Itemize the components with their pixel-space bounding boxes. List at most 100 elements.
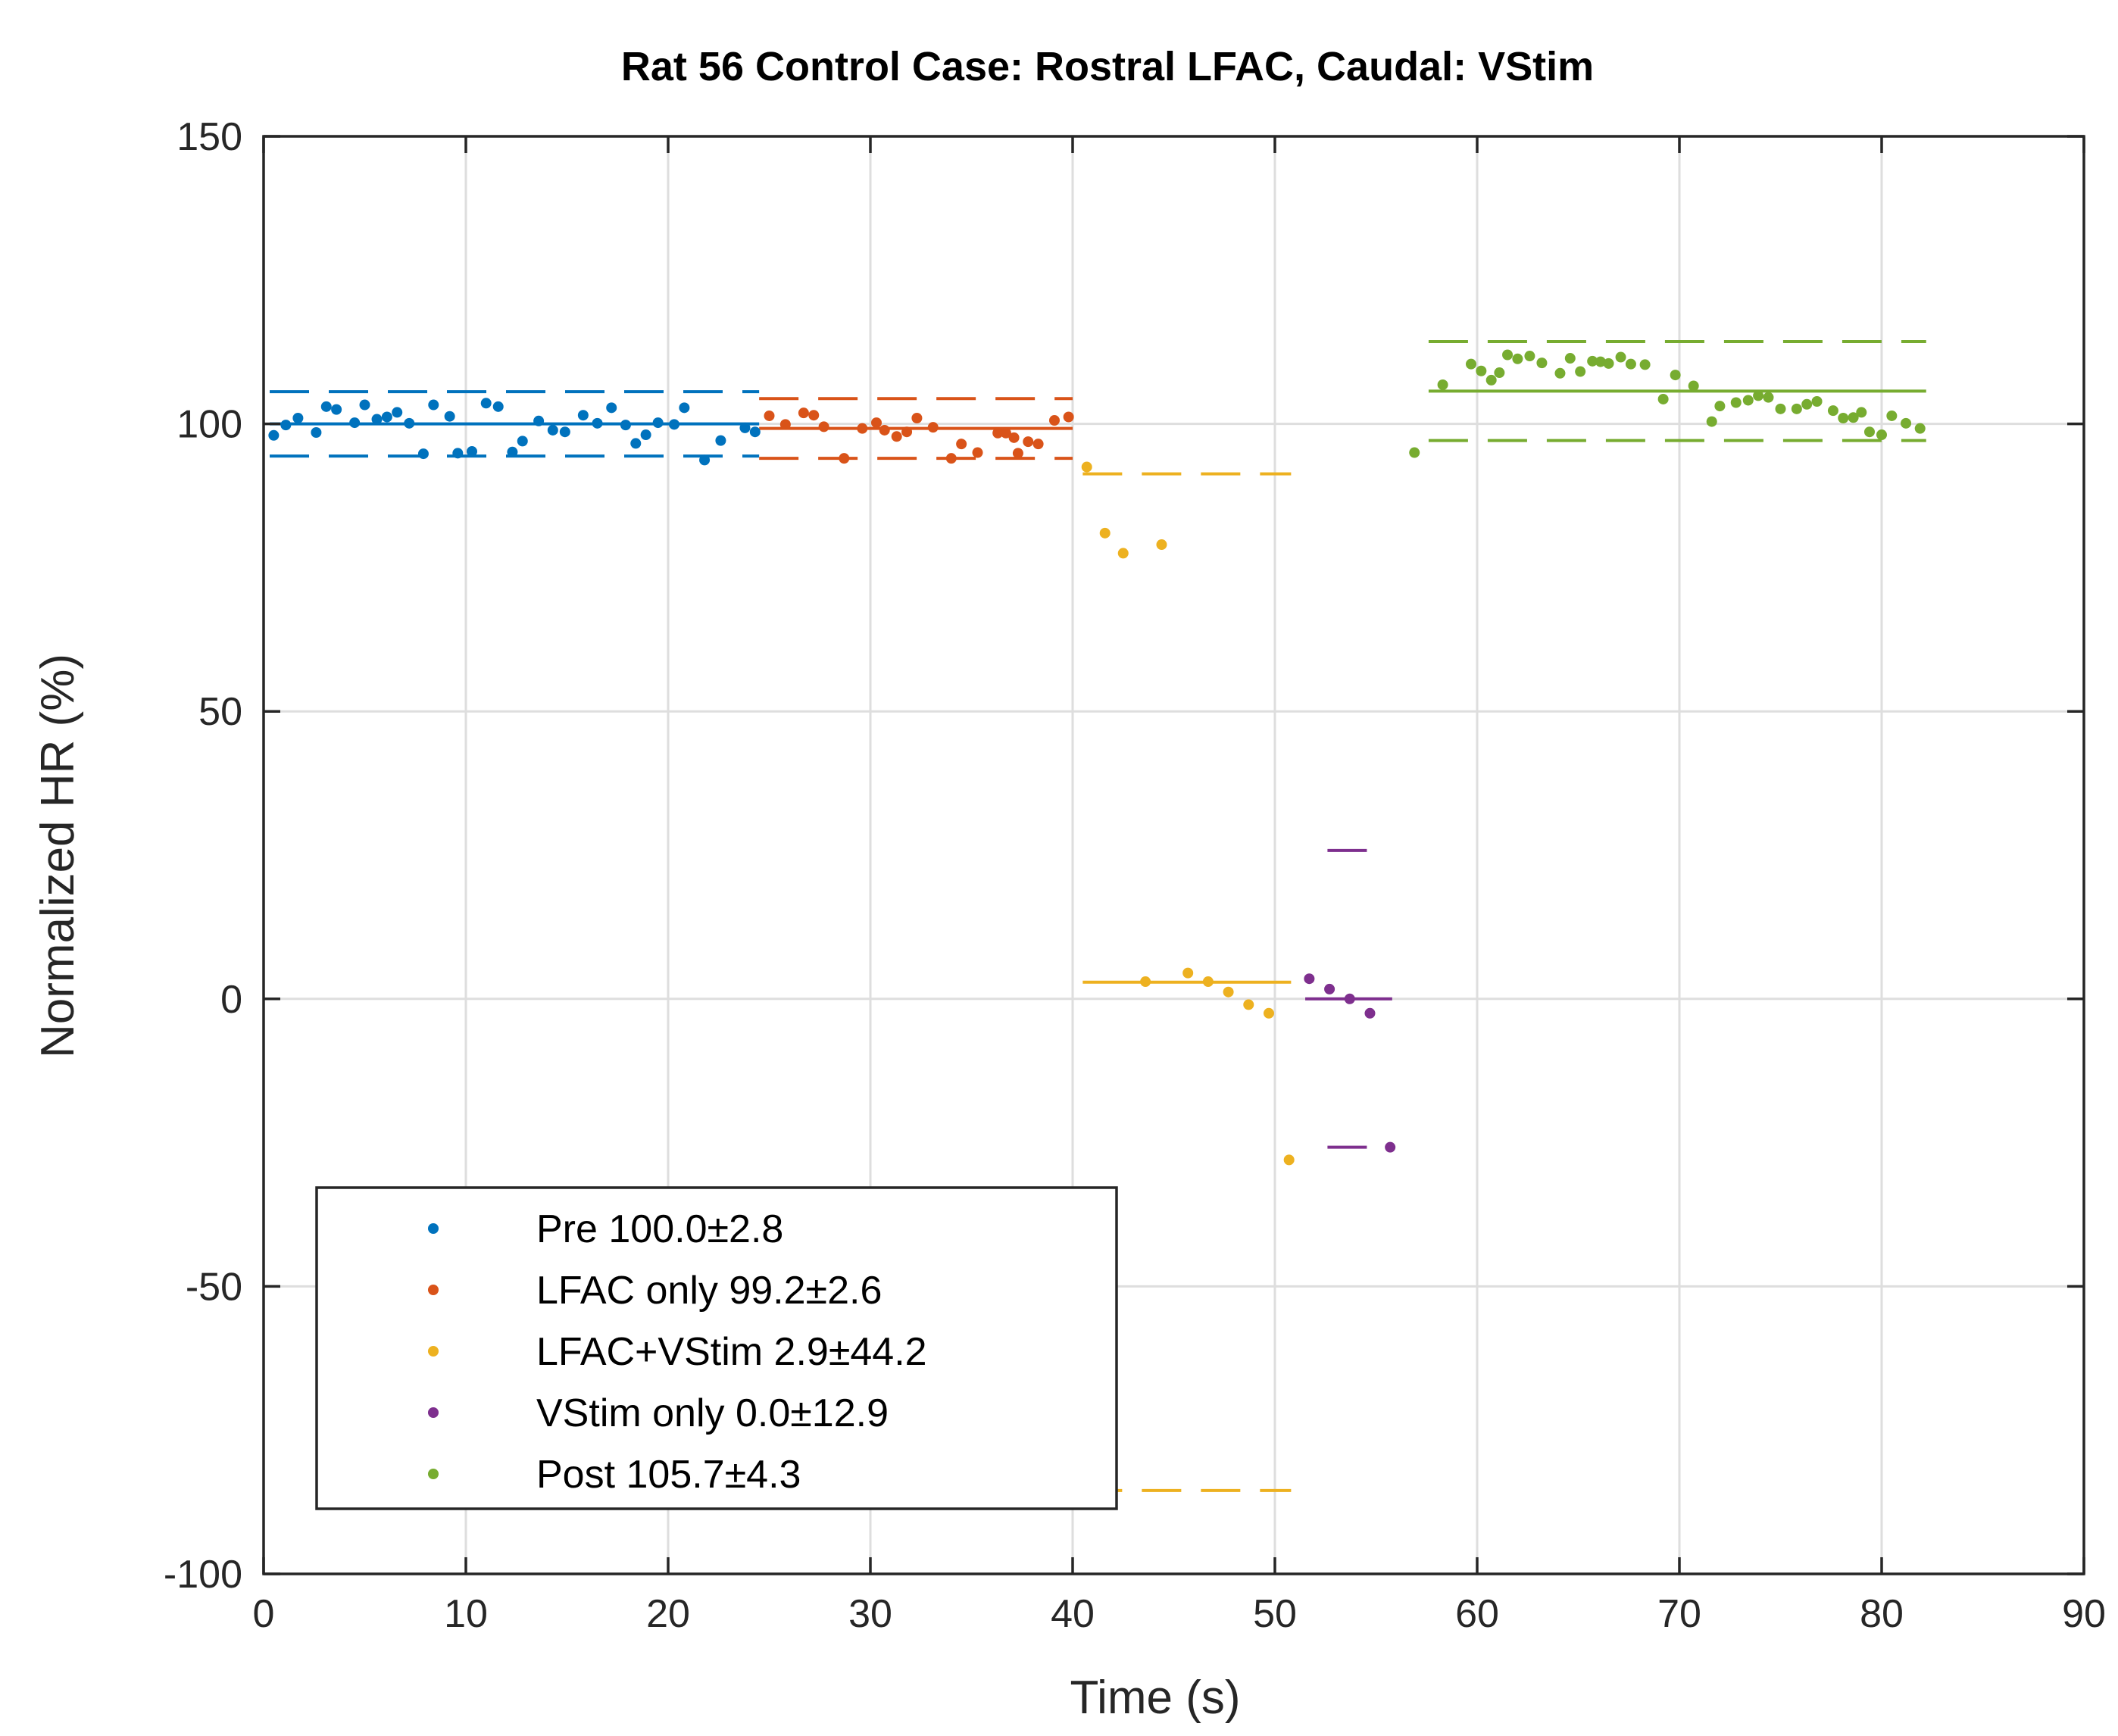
data-point — [1008, 432, 1020, 443]
x-tick-label: 40 — [1051, 1592, 1095, 1636]
data-point — [992, 427, 1004, 439]
data-point — [1324, 983, 1335, 994]
data-point — [1688, 380, 1699, 392]
data-point — [1706, 416, 1717, 427]
y-tick-label: -100 — [164, 1553, 242, 1597]
data-point — [268, 429, 280, 441]
data-points — [268, 349, 1926, 1166]
y-tick-label: 0 — [220, 978, 242, 1022]
data-point — [715, 435, 726, 446]
data-point — [1063, 411, 1074, 423]
data-point — [1575, 366, 1586, 377]
data-point — [417, 448, 429, 460]
data-point — [1000, 427, 1011, 439]
data-point — [1670, 370, 1681, 381]
legend-marker — [428, 1223, 439, 1234]
data-point — [927, 422, 939, 433]
y-tick-label: 50 — [198, 690, 242, 734]
data-point — [1202, 976, 1214, 988]
data-point — [901, 426, 913, 438]
data-point — [1595, 356, 1606, 367]
data-point — [1886, 410, 1898, 421]
legend: Pre 100.0±2.8 LFAC only 99.2±2.6 LFAC+VSti… — [315, 1186, 1118, 1510]
data-point — [1730, 397, 1742, 408]
data-point — [818, 421, 829, 432]
data-point — [669, 419, 680, 430]
data-point — [1625, 358, 1636, 370]
data-point — [1742, 395, 1754, 406]
data-point — [1615, 351, 1626, 363]
legend-label: VStim only 0.0±12.9 — [536, 1391, 889, 1435]
data-point — [331, 404, 342, 415]
data-point — [1587, 355, 1598, 367]
data-point — [956, 439, 967, 450]
data-point — [891, 431, 902, 442]
data-point — [1763, 392, 1774, 403]
data-point — [798, 407, 809, 419]
legend-label: Pre 100.0±2.8 — [536, 1207, 783, 1251]
data-point — [699, 454, 711, 466]
x-tick-label: 70 — [1657, 1592, 1701, 1636]
data-point — [311, 426, 322, 438]
legend-marker — [428, 1285, 439, 1295]
legend-box — [315, 1186, 1118, 1510]
data-point — [1048, 415, 1060, 426]
data-point — [1639, 359, 1651, 370]
data-point — [1901, 417, 1912, 429]
data-point — [764, 410, 775, 421]
data-point — [1156, 539, 1167, 551]
data-point — [1032, 439, 1044, 450]
legend-marker — [428, 1469, 439, 1479]
data-point — [1838, 413, 1849, 424]
data-point — [1791, 403, 1802, 414]
legend-label: LFAC only 99.2±2.6 — [536, 1269, 882, 1313]
data-point — [1283, 1154, 1295, 1166]
x-tick-label: 0 — [253, 1592, 275, 1636]
data-point — [1465, 358, 1476, 370]
x-tick-label: 10 — [444, 1592, 488, 1636]
data-point — [371, 414, 383, 425]
x-tick-label: 80 — [1860, 1592, 1904, 1636]
data-point — [467, 446, 478, 457]
data-point — [1182, 967, 1194, 979]
legend-marker — [428, 1407, 439, 1418]
legend-entries: Pre 100.0±2.8 LFAC only 99.2±2.6 LFAC+VSti… — [428, 1207, 927, 1497]
data-point — [1536, 358, 1548, 369]
data-point — [280, 420, 292, 431]
y-tick-label: -50 — [186, 1265, 242, 1309]
y-tick-label: 100 — [176, 403, 242, 447]
x-tick-label: 20 — [646, 1592, 690, 1636]
data-point — [1827, 405, 1838, 417]
data-point — [381, 411, 392, 423]
data-point — [1081, 461, 1092, 473]
data-point — [972, 447, 983, 458]
data-point — [739, 422, 751, 433]
y-axis-label: Normalized HR (%) — [32, 654, 84, 1058]
data-point — [1494, 367, 1505, 379]
data-point — [1476, 365, 1487, 376]
data-point — [606, 402, 617, 414]
data-point — [1385, 1141, 1396, 1153]
data-point — [1364, 1007, 1376, 1019]
data-point — [320, 401, 332, 412]
legend-label: LFAC+VStim 2.9±44.2 — [536, 1330, 927, 1374]
chart-title: Rat 56 Control Case: Rostral LFAC, Cauda… — [621, 44, 1594, 89]
data-point — [1344, 993, 1355, 1004]
tick-labels: 0 10 20 30 40 50 60 70 80 90 -100 -50 0 50 100 150 — [164, 115, 2106, 1636]
data-point — [1564, 353, 1576, 364]
data-point — [679, 402, 690, 414]
data-point — [779, 419, 791, 430]
data-point — [640, 429, 651, 441]
data-point — [1801, 398, 1813, 410]
data-point — [1099, 527, 1111, 539]
data-point — [292, 413, 304, 424]
data-point — [1409, 447, 1420, 458]
axis-ticks — [262, 135, 2085, 1575]
data-point — [1304, 973, 1315, 985]
data-point — [1502, 349, 1514, 361]
data-point — [652, 417, 664, 429]
data-point — [349, 417, 361, 429]
data-point — [359, 399, 370, 411]
data-point — [1524, 351, 1535, 362]
